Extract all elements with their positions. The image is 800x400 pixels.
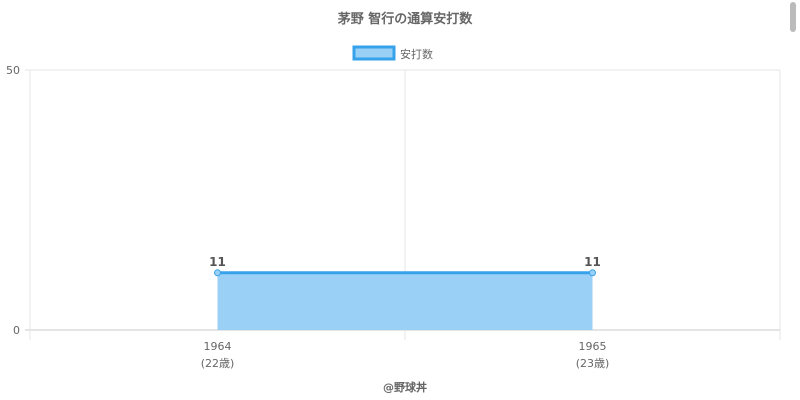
legend-label: 安打数	[400, 47, 433, 61]
x-tick-sublabel: (22歳)	[201, 357, 235, 370]
x-tick-sublabel: (23歳)	[576, 357, 610, 370]
series-area	[217, 272, 593, 330]
x-tick-label: 1964	[204, 340, 232, 353]
y-tick-label: 0	[13, 324, 20, 337]
data-label: 11	[209, 255, 226, 269]
x-tick-label: 1965	[579, 340, 607, 353]
scrollbar[interactable]	[790, 2, 796, 32]
credit: @野球丼	[383, 380, 427, 394]
legend-swatch	[352, 45, 396, 61]
data-label: 11	[584, 255, 601, 269]
series-marks	[214, 269, 596, 330]
data-point	[589, 269, 596, 277]
y-tick-label: 50	[6, 64, 20, 77]
data-point	[214, 269, 221, 277]
axis-labels: 0 50 1964 (22歳) 1965 (23歳) 11 11	[6, 64, 609, 370]
chart-title: 茅野 智行の通算安打数	[338, 11, 474, 27]
legend[interactable]: 安打数	[352, 45, 433, 61]
